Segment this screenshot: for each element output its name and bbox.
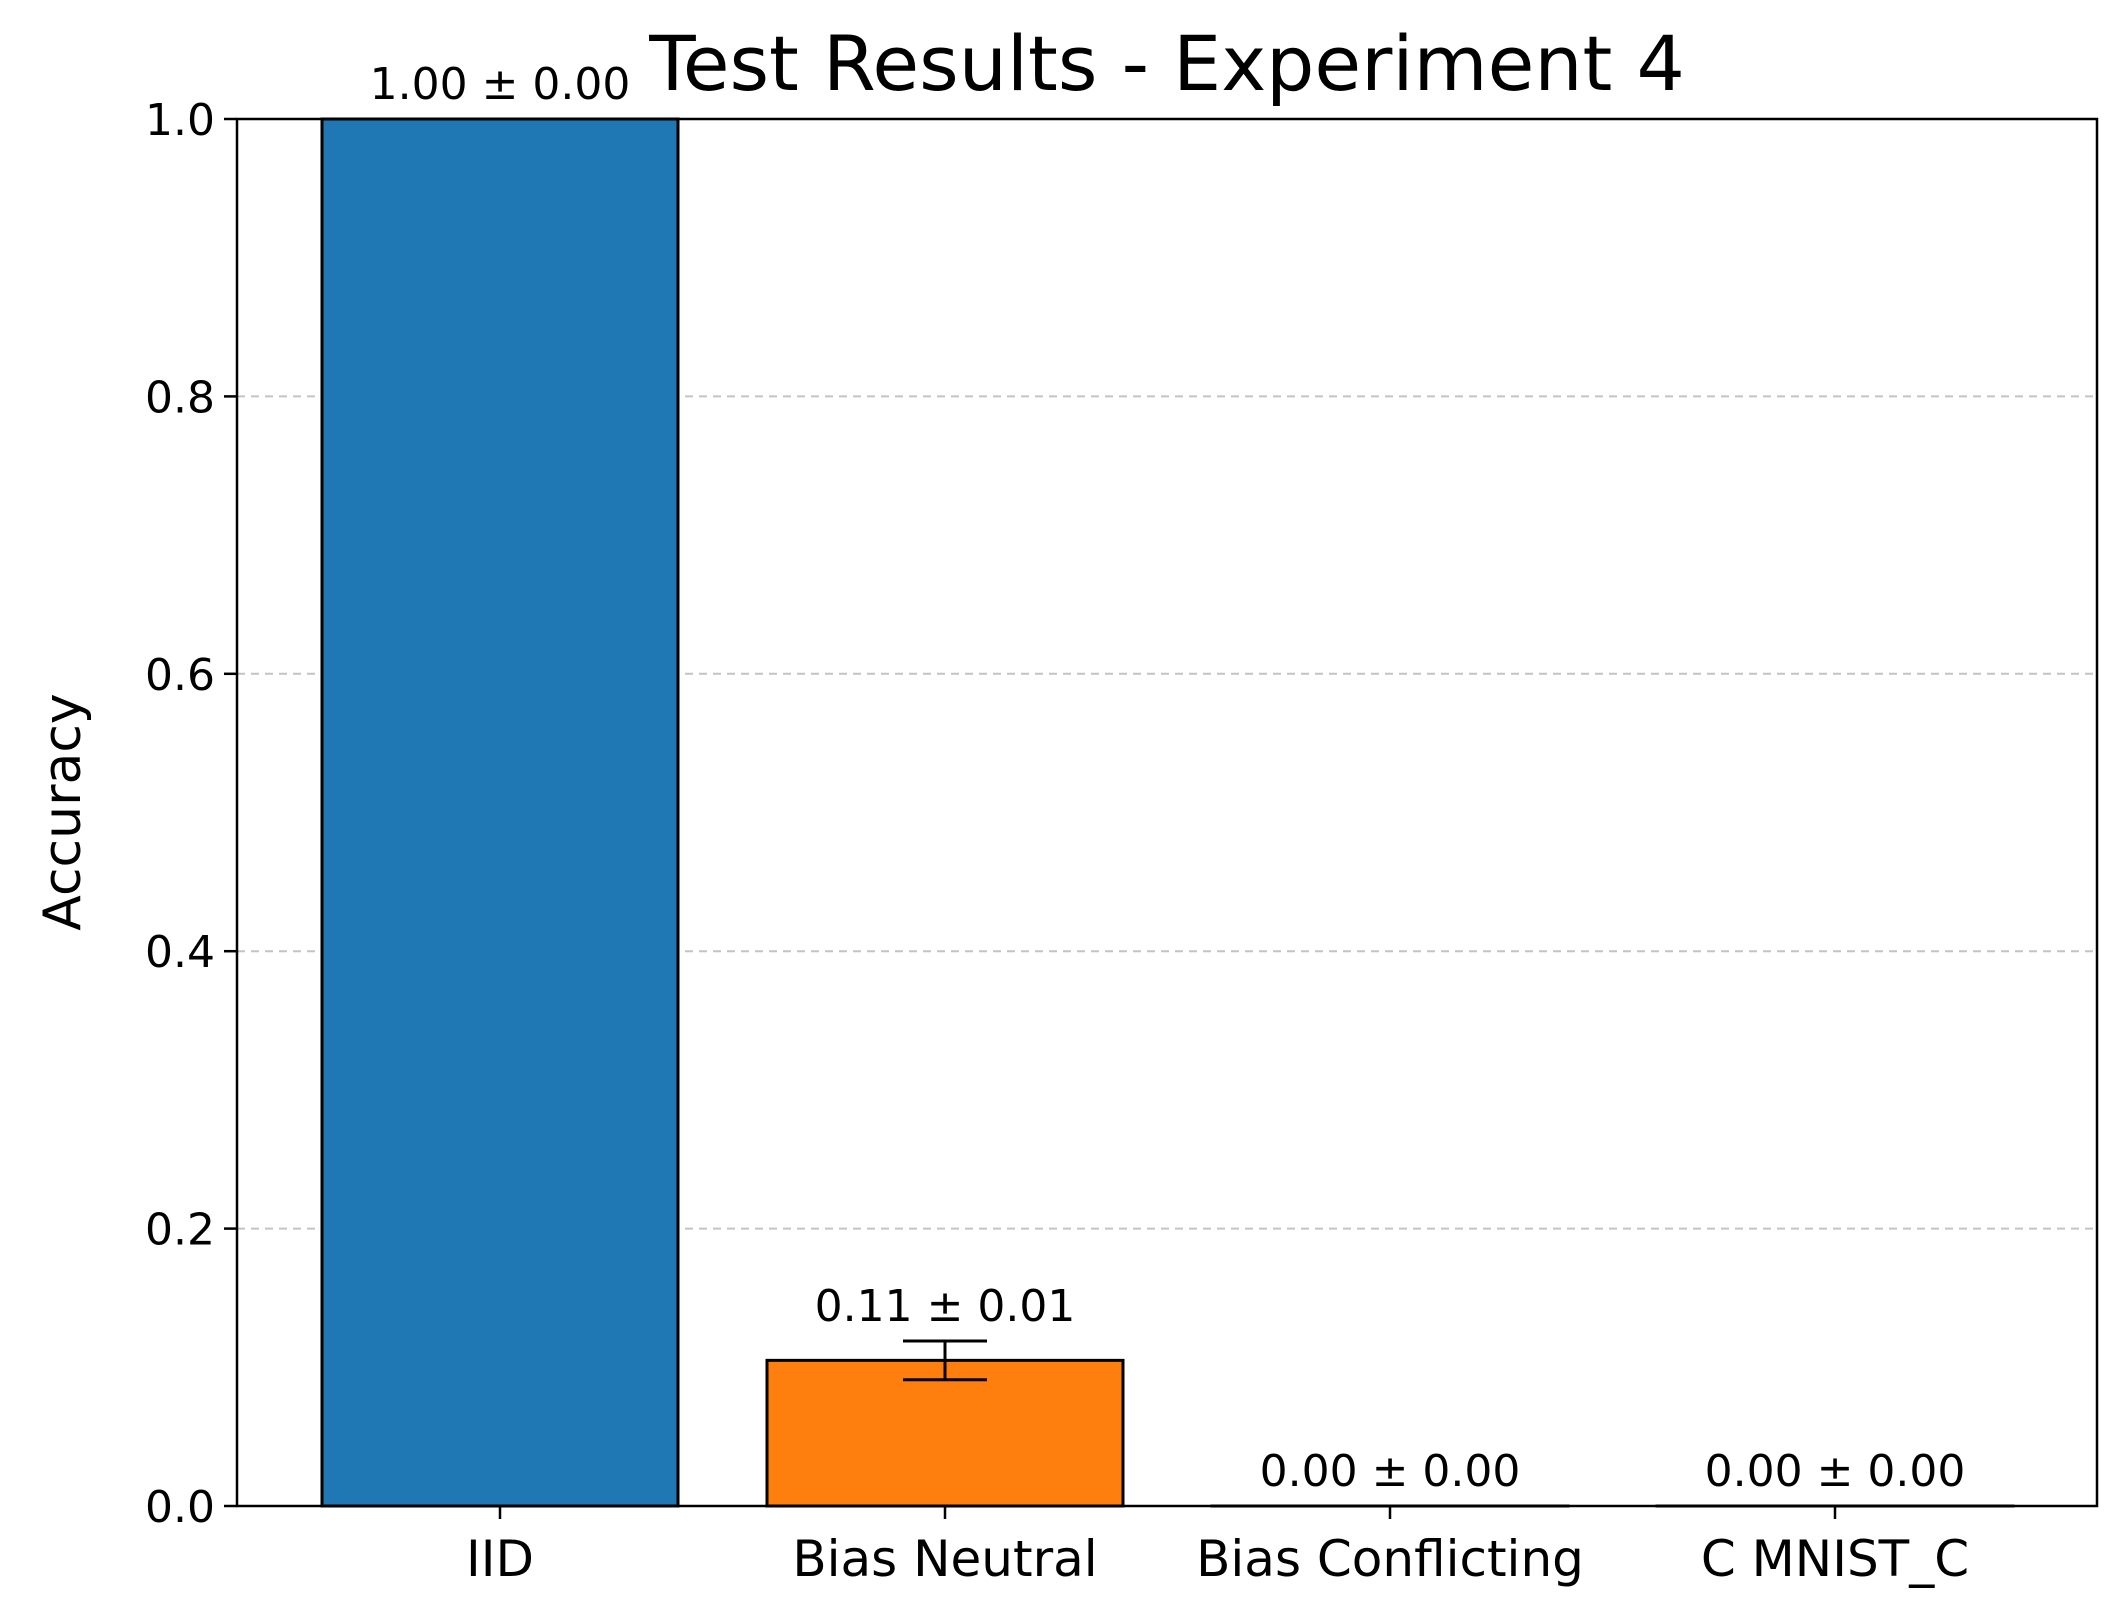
y-tick-label: 0.0 xyxy=(145,1482,215,1533)
y-tick-label: 1.0 xyxy=(145,95,215,146)
bar-1 xyxy=(765,1358,1125,1508)
chart-title: Test Results - Experiment 4 xyxy=(648,19,1685,108)
y-axis-label: Accuracy xyxy=(33,693,93,930)
data-label-2: 0.00 ± 0.00 xyxy=(1260,1446,1521,1497)
bars xyxy=(320,117,2015,1508)
x-tick-label: Bias Conflicting xyxy=(1196,1530,1584,1588)
data-label-0: 1.00 ± 0.00 xyxy=(370,59,631,110)
y-tick-label: 0.2 xyxy=(145,1205,215,1256)
x-axis-ticks: IID Bias Neutral Bias Conflicting C MNIST_C xyxy=(466,1506,1969,1588)
y-axis-ticks: 0.0 0.2 0.4 0.6 0.8 1.0 xyxy=(145,95,237,1533)
x-tick-label: C MNIST_C xyxy=(1701,1530,1969,1588)
x-tick-label: Bias Neutral xyxy=(792,1530,1097,1588)
data-label-1: 0.11 ± 0.01 xyxy=(815,1281,1076,1332)
y-tick-label: 0.4 xyxy=(145,927,215,978)
bar-0 xyxy=(320,117,680,1508)
y-tick-label: 0.8 xyxy=(145,372,215,423)
data-labels: 1.00 ± 0.00 0.11 ± 0.01 0.00 ± 0.00 0.00 ± … xyxy=(370,59,1966,1497)
x-tick-label: IID xyxy=(466,1530,534,1588)
data-label-3: 0.00 ± 0.00 xyxy=(1705,1446,1966,1497)
plot-area-frame xyxy=(235,117,2099,1508)
y-tick-label: 0.6 xyxy=(145,650,215,701)
